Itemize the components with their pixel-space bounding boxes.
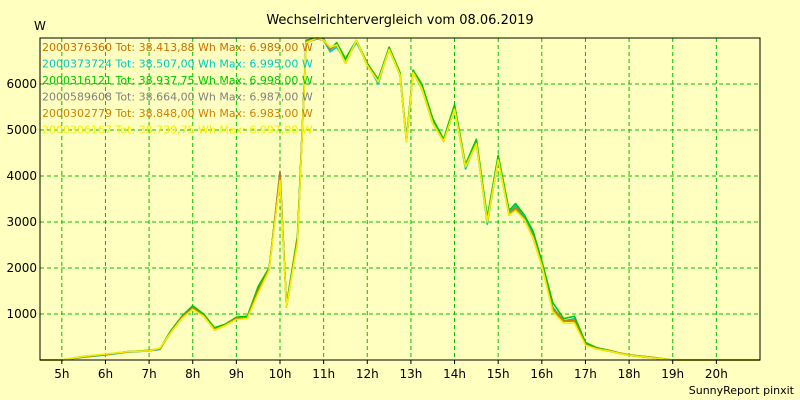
chart-title: Wechselrichtervergleich vom 08.06.2019 (266, 13, 533, 28)
y-tick-label: 4000 (6, 169, 37, 183)
x-tick-label: 19h (661, 367, 684, 381)
series-layer (40, 37, 760, 361)
credit-text: SunnyReport pinxit (689, 384, 795, 397)
legend-entry-2000376360: 2000376360 Tot: 38.413,88 Wh Max: 6.989,… (42, 41, 313, 54)
x-tick-label: 8h (185, 367, 200, 381)
y-tick-label: 1000 (6, 307, 37, 321)
series-line-2000306167 (40, 37, 760, 361)
axis-layer: 1000 2000 3000 4000 5000 6000 5h 6h 7h 8h 9h 10h 11h… (6, 37, 761, 381)
legend-entry-2000373724: 2000373724 Tot: 38.507,00 Wh Max: 6.995,… (42, 58, 313, 71)
x-tick-label: 7h (141, 367, 156, 381)
x-tick-label: 18h (618, 367, 641, 381)
x-tick-label: 20h (705, 367, 728, 381)
legend-entry-2000589608: 2000589608 Tot: 38.664,00 Wh Max: 6.987,… (42, 91, 313, 104)
x-tick-label: 15h (487, 367, 510, 381)
x-tick-label: 13h (399, 367, 422, 381)
legend-entry-2000306167: 2000306167 Tot: 38.739,75 Wh Max: 6.997,… (42, 124, 313, 137)
y-tick-label: 6000 (6, 77, 37, 91)
x-tick-label: 9h (229, 367, 244, 381)
x-tick-label: 12h (356, 367, 379, 381)
x-tick-label: 5h (54, 367, 69, 381)
series-line-2000589608 (40, 38, 760, 361)
y-tick-label: 2000 (6, 261, 37, 275)
plot-frame (39, 37, 761, 361)
grid-layer (40, 38, 760, 360)
y-tick-label: 3000 (6, 215, 37, 229)
y-axis-label: W (34, 19, 46, 33)
legend-entry-2000316121: 2000316121 Tot: 38.937,75 Wh Max: 6.998,… (42, 74, 313, 87)
x-tick-label: 6h (98, 367, 113, 381)
x-tick-label: 10h (269, 367, 292, 381)
y-tick-label: 5000 (6, 123, 37, 137)
legend-entry-2000302779: 2000302779 Tot: 38.848,00 Wh Max: 6.983,… (42, 107, 313, 120)
x-tick-label: 11h (312, 367, 335, 381)
x-tick-label: 14h (443, 367, 466, 381)
x-tick-label: 16h (530, 367, 553, 381)
legend-layer: 2000376360 Tot: 38.413,88 Wh Max: 6.989,… (42, 41, 313, 137)
x-tick-label: 17h (574, 367, 597, 381)
